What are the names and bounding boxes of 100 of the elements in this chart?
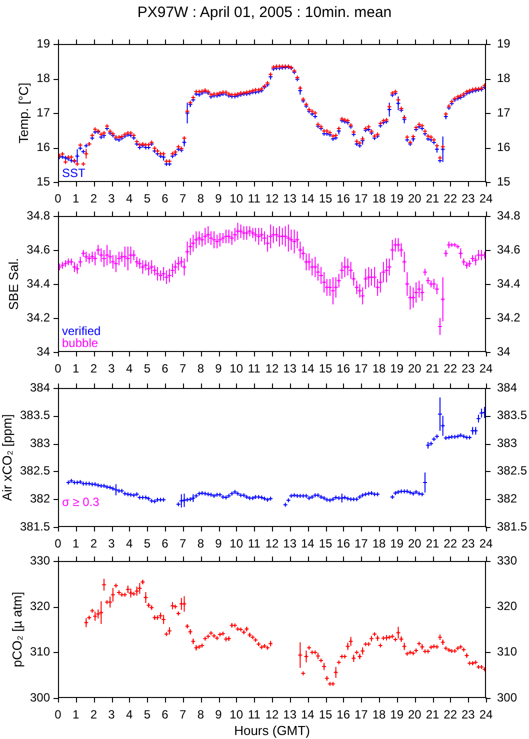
y-tick-label: 330 (30, 553, 50, 568)
x-tick-label: 6 (162, 192, 169, 206)
y-tick-label: 17 (36, 105, 50, 120)
legend-label: verified (62, 324, 101, 338)
x-tick-label: 18 (372, 536, 386, 551)
x-tick-label: 14 (300, 192, 315, 206)
y2-tick-label: 383.5 (497, 408, 528, 422)
y2-tick-label: 382 (497, 492, 518, 506)
x-tick-label: 9 (215, 708, 222, 722)
x-tick-label: 7 (179, 708, 186, 722)
chart-title: PX97W : April 01, 2005 : 10min. mean (137, 4, 392, 22)
x-tick-label: 16 (336, 362, 350, 376)
x-tick-label: 0 (54, 536, 62, 551)
series-label: SST (62, 166, 86, 180)
y2-tick-label: 330 (497, 553, 518, 568)
y-tick-label: 383.5 (20, 408, 50, 422)
x-tick-label: 14 (300, 362, 315, 376)
x-axis-title: Hours (GMT) (234, 722, 310, 738)
y2-tick-label: 19 (497, 36, 511, 50)
x-tick-label: 17 (354, 536, 368, 551)
y-tick-label: 34.6 (26, 242, 50, 256)
y2-tick-label: 382.5 (497, 464, 528, 478)
x-tick-label: 0 (54, 362, 62, 376)
y2-tick-label: 34.2 (497, 310, 521, 324)
x-tick-label: 21 (426, 192, 440, 206)
x-tick-label: 20 (408, 362, 422, 376)
x-tick-label: 1 (72, 708, 80, 722)
x-tick-label: 23 (461, 362, 476, 376)
x-tick-label: 20 (408, 708, 422, 722)
x-tick-label: 10 (230, 536, 244, 551)
y-tick-label: 19 (36, 36, 50, 50)
y-tick-label: 383 (30, 436, 50, 450)
x-tick-label: 1 (72, 192, 80, 206)
x-tick-label: 3 (108, 192, 116, 206)
x-tick-label: 5 (144, 192, 151, 206)
x-tick-label: 18 (372, 708, 386, 722)
x-tick-label: 3 (108, 536, 116, 551)
x-tick-label: 7 (179, 362, 186, 376)
y2-tick-label: 384 (497, 380, 518, 394)
x-tick-label: 0 (54, 192, 62, 206)
x-tick-label: 20 (408, 536, 422, 551)
y2-tick-label: 17 (497, 105, 511, 120)
y-axis-title: Air xCO₂ [ppm] (0, 414, 15, 501)
y2-tick-label: 18 (497, 70, 511, 85)
x-tick-label: 10 (230, 192, 244, 206)
y2-tick-label: 310 (497, 644, 518, 659)
x-tick-label: 21 (426, 708, 440, 722)
x-tick-label: 16 (336, 708, 350, 722)
x-tick-label: 24 (479, 708, 493, 722)
y2-tick-label: 34.6 (497, 242, 521, 256)
x-tick-label: 15 (318, 192, 332, 206)
x-tick-label: 12 (265, 536, 279, 551)
x-tick-label: 8 (197, 192, 204, 206)
x-tick-label: 7 (179, 536, 186, 551)
x-tick-label: 15 (318, 362, 332, 376)
x-tick-label: 11 (248, 362, 261, 376)
x-tick-label: 9 (215, 536, 222, 551)
y2-tick-label: 381.5 (497, 519, 528, 534)
x-tick-label: 24 (479, 192, 493, 206)
x-tick-label: 13 (283, 192, 297, 206)
x-tick-label: 8 (197, 536, 204, 551)
x-tick-label: 3 (108, 708, 116, 722)
x-tick-label: 15 (318, 536, 332, 551)
y-tick-label: 18 (36, 70, 50, 85)
x-tick-label: 9 (215, 192, 222, 206)
x-tick-label: 21 (426, 362, 440, 376)
y-tick-label: 16 (36, 140, 50, 154)
y-axis-title: SBE Sal. (6, 258, 22, 310)
x-tick-label: 2 (90, 708, 98, 722)
x-tick-label: 19 (390, 708, 404, 722)
y-tick-label: 381.5 (20, 519, 50, 534)
x-tick-label: 12 (265, 192, 279, 206)
x-tick-label: 7 (179, 192, 186, 206)
x-tick-label: 18 (372, 192, 386, 206)
y-tick-label: 382.5 (20, 464, 50, 478)
x-tick-label: 11 (248, 708, 261, 722)
x-tick-label: 8 (197, 708, 204, 722)
x-tick-label: 2 (90, 192, 98, 206)
x-tick-label: 16 (336, 192, 350, 206)
y2-tick-label: 34.4 (497, 276, 521, 290)
y-tick-label: 34.2 (26, 310, 50, 324)
y-tick-label: 310 (30, 644, 50, 659)
y-tick-label: 34 (36, 344, 50, 358)
x-tick-label: 5 (144, 708, 151, 722)
y-axis-title: pCO₂ [µ atm] (10, 592, 25, 668)
y2-tick-label: 383 (497, 436, 518, 450)
x-tick-label: 6 (162, 536, 169, 551)
x-tick-label: 17 (354, 192, 368, 206)
x-tick-label: 9 (215, 362, 222, 376)
x-tick-label: 19 (390, 192, 404, 206)
x-tick-label: 6 (162, 362, 169, 376)
y-tick-label: 382 (30, 492, 50, 506)
y2-tick-label: 320 (497, 598, 518, 613)
text: bubble (62, 336, 98, 350)
x-tick-label: 4 (126, 362, 133, 376)
x-tick-label: 19 (390, 536, 404, 551)
x-tick-label: 3 (108, 362, 116, 376)
x-tick-label: 14 (300, 708, 315, 722)
x-tick-label: 13 (283, 362, 297, 376)
x-tick-label: 1 (72, 362, 80, 376)
